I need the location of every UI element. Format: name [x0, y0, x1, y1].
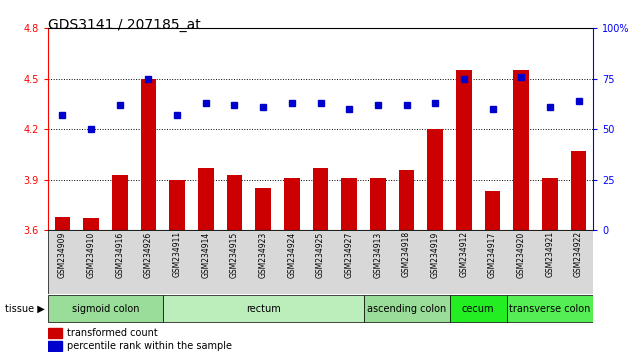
- Bar: [226, 175, 242, 230]
- Text: GSM234917: GSM234917: [488, 232, 497, 278]
- Bar: [48, 230, 593, 294]
- Bar: [513, 70, 529, 230]
- Bar: [570, 151, 587, 230]
- Bar: [48, 295, 163, 322]
- Text: GSM234911: GSM234911: [172, 232, 181, 278]
- Bar: [363, 295, 449, 322]
- Text: GSM234918: GSM234918: [402, 232, 411, 278]
- Bar: [140, 79, 156, 230]
- Bar: [198, 168, 213, 230]
- Bar: [449, 295, 507, 322]
- Text: GSM234925: GSM234925: [316, 232, 325, 278]
- Text: GSM234920: GSM234920: [517, 232, 526, 278]
- Bar: [83, 218, 99, 230]
- Bar: [428, 129, 443, 230]
- Bar: [255, 188, 271, 230]
- Bar: [169, 180, 185, 230]
- Text: GSM234912: GSM234912: [460, 232, 469, 278]
- Text: GSM234919: GSM234919: [431, 232, 440, 278]
- Bar: [284, 178, 300, 230]
- Text: ascending colon: ascending colon: [367, 304, 446, 314]
- Text: GSM234922: GSM234922: [574, 232, 583, 278]
- Text: GSM234914: GSM234914: [201, 232, 210, 278]
- Text: GSM234923: GSM234923: [259, 232, 268, 278]
- Text: percentile rank within the sample: percentile rank within the sample: [67, 341, 232, 351]
- Text: GSM234926: GSM234926: [144, 232, 153, 278]
- Text: transformed count: transformed count: [67, 327, 158, 338]
- Text: rectum: rectum: [246, 304, 281, 314]
- Text: GSM234913: GSM234913: [373, 232, 382, 278]
- Bar: [456, 70, 472, 230]
- Text: sigmoid colon: sigmoid colon: [72, 304, 139, 314]
- Bar: [48, 341, 62, 351]
- Bar: [313, 168, 328, 230]
- Bar: [399, 170, 415, 230]
- Text: GSM234924: GSM234924: [287, 232, 296, 278]
- Text: GSM234915: GSM234915: [230, 232, 239, 278]
- Bar: [370, 178, 386, 230]
- Bar: [341, 178, 357, 230]
- Text: GSM234916: GSM234916: [115, 232, 124, 278]
- Bar: [112, 175, 128, 230]
- Text: GSM234909: GSM234909: [58, 232, 67, 278]
- Bar: [48, 327, 62, 338]
- Text: GSM234921: GSM234921: [545, 232, 554, 278]
- Bar: [542, 178, 558, 230]
- Bar: [54, 217, 71, 230]
- Bar: [507, 295, 593, 322]
- Text: cecum: cecum: [462, 304, 494, 314]
- Bar: [485, 192, 501, 230]
- Text: GDS3141 / 207185_at: GDS3141 / 207185_at: [48, 18, 201, 32]
- Bar: [163, 295, 363, 322]
- Text: transverse colon: transverse colon: [509, 304, 590, 314]
- Text: GSM234910: GSM234910: [87, 232, 96, 278]
- Text: GSM234927: GSM234927: [345, 232, 354, 278]
- Text: tissue ▶: tissue ▶: [5, 304, 45, 314]
